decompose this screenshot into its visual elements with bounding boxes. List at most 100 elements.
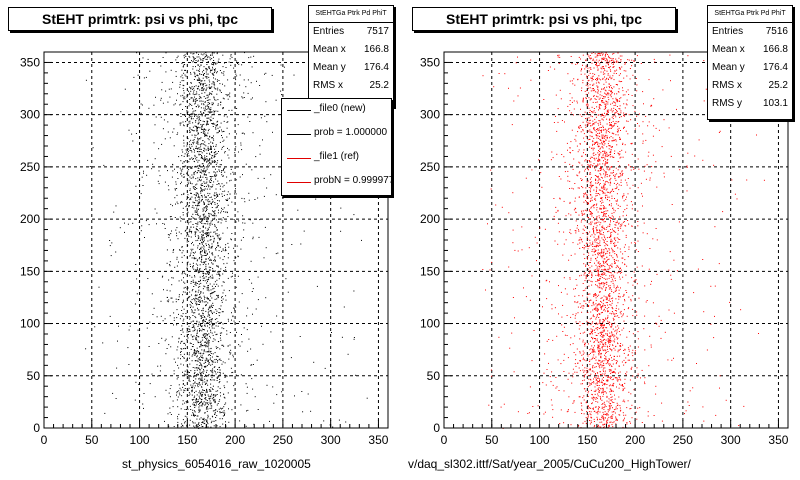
data-point — [599, 353, 601, 355]
data-point — [157, 62, 159, 64]
data-point — [628, 114, 630, 116]
data-point — [597, 418, 598, 420]
data-point — [194, 103, 196, 105]
data-point — [571, 80, 573, 82]
data-point — [195, 194, 197, 196]
data-point — [183, 192, 185, 194]
data-point — [671, 204, 673, 205]
data-point — [570, 112, 572, 114]
data-point — [193, 113, 195, 115]
data-point — [202, 210, 204, 212]
data-point — [200, 137, 202, 139]
data-point — [552, 409, 554, 411]
data-point — [569, 163, 571, 165]
data-point — [195, 282, 197, 284]
data-point — [138, 358, 140, 360]
data-point — [514, 317, 515, 319]
data-point — [195, 134, 197, 136]
data-point — [609, 391, 611, 393]
data-point — [195, 339, 197, 341]
data-point — [218, 315, 220, 317]
data-point — [176, 57, 178, 59]
data-point — [207, 404, 209, 406]
data-point — [182, 400, 184, 402]
data-point — [211, 58, 213, 60]
data-point — [185, 116, 186, 117]
data-point — [578, 328, 580, 330]
data-point — [224, 403, 226, 405]
data-point — [602, 345, 604, 347]
data-point — [597, 307, 599, 309]
data-point — [208, 310, 210, 312]
data-point — [137, 329, 139, 331]
data-point — [211, 274, 213, 276]
data-point — [216, 376, 218, 378]
data-point — [610, 390, 612, 392]
data-point — [205, 374, 207, 376]
data-point — [601, 392, 603, 394]
data-point — [575, 321, 577, 323]
data-point — [202, 157, 203, 159]
data-point — [213, 60, 215, 61]
data-point — [215, 373, 217, 375]
data-point — [206, 120, 208, 122]
data-point — [177, 132, 179, 134]
data-point — [734, 193, 736, 195]
data-point — [206, 333, 207, 335]
data-point — [182, 166, 184, 167]
data-point — [199, 268, 201, 270]
data-point — [217, 296, 219, 298]
data-point — [127, 223, 129, 225]
data-point — [178, 390, 180, 392]
data-point — [193, 376, 195, 378]
data-point — [610, 388, 612, 390]
data-point — [185, 401, 187, 402]
data-point — [182, 425, 184, 427]
data-point — [204, 92, 206, 94]
data-point — [189, 342, 191, 344]
data-point — [212, 277, 214, 279]
data-point — [206, 304, 207, 306]
data-point — [618, 349, 620, 351]
data-point — [603, 383, 605, 385]
data-point — [201, 395, 203, 397]
data-point — [599, 378, 600, 380]
data-point — [142, 403, 144, 405]
data-point — [202, 120, 204, 122]
data-point — [200, 417, 202, 419]
data-point — [194, 410, 195, 412]
data-point — [561, 120, 563, 121]
data-point — [212, 126, 214, 127]
data-point — [210, 69, 212, 71]
data-point — [610, 85, 612, 87]
data-point — [603, 218, 605, 220]
data-point — [610, 177, 612, 179]
data-point — [201, 230, 203, 232]
data-point — [214, 291, 216, 292]
data-point — [193, 244, 195, 246]
data-point — [598, 150, 599, 152]
data-point — [183, 281, 185, 283]
data-point — [182, 299, 184, 301]
data-point — [593, 269, 595, 271]
data-point — [198, 283, 200, 285]
data-point — [250, 82, 252, 84]
data-point — [611, 291, 613, 292]
data-point — [188, 105, 190, 107]
data-point — [222, 259, 224, 261]
data-point — [201, 126, 203, 128]
data-point — [216, 152, 218, 154]
data-point — [587, 417, 589, 419]
data-point — [201, 255, 203, 257]
data-point — [210, 55, 212, 56]
data-point — [206, 217, 208, 219]
data-point — [597, 245, 599, 247]
data-point — [576, 145, 578, 147]
data-point — [216, 273, 218, 275]
data-point — [610, 276, 612, 278]
data-point — [183, 72, 185, 74]
data-point — [223, 74, 225, 76]
data-point — [188, 116, 190, 118]
data-point — [619, 68, 621, 70]
data-point — [210, 147, 212, 148]
